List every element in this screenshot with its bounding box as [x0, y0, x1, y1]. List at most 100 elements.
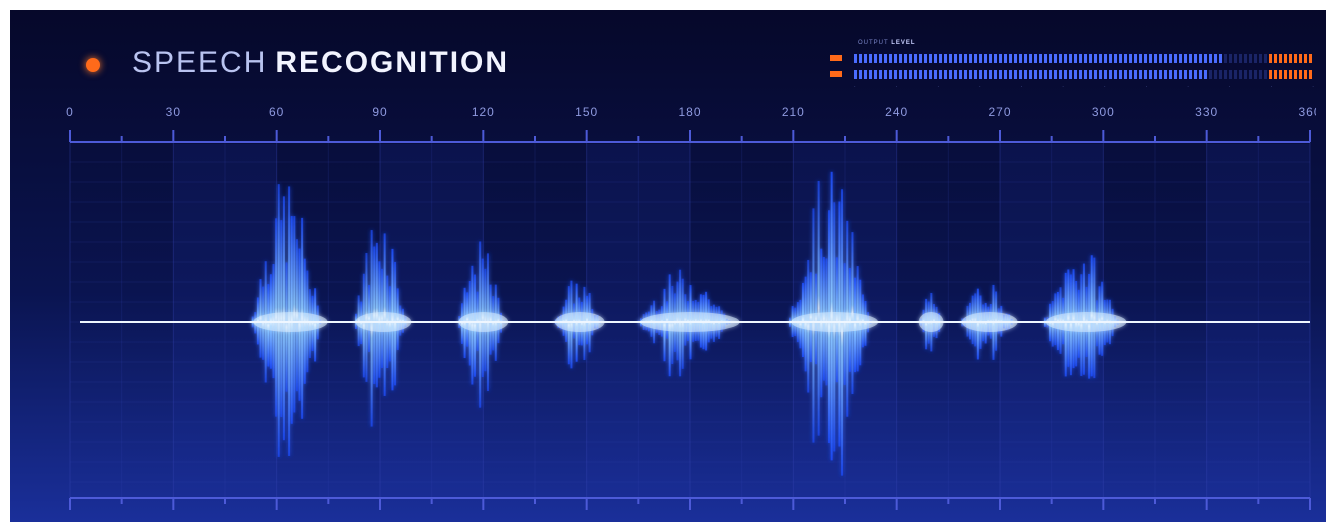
meter-segment: [1134, 54, 1137, 63]
meter-segment: [1109, 70, 1112, 79]
meter-segment: [869, 54, 872, 63]
meter-segment: [854, 70, 857, 79]
meter-segment: [1039, 54, 1042, 63]
meter-segment: [934, 54, 937, 63]
meter-segment: [1069, 70, 1072, 79]
meter-segment: [1309, 54, 1312, 63]
meter-segment: [869, 70, 872, 79]
meter-segment: [874, 70, 877, 79]
meter-segment: [969, 70, 972, 79]
meter-channel-1: [830, 54, 1312, 64]
meter-segment: [974, 70, 977, 79]
meter-segment: [1284, 70, 1287, 79]
meter-segment: [1179, 70, 1182, 79]
meter-segment: [924, 70, 927, 79]
meter-tick: ·: [1020, 84, 1023, 90]
meter-segment: [924, 54, 927, 63]
meter-segment: [1119, 70, 1122, 79]
bottom-ruler: [69, 497, 1311, 510]
meter-segment: [1269, 54, 1272, 63]
meter-tick: ·: [1062, 84, 1064, 90]
meter-segment: [1194, 54, 1197, 63]
meter-segment: [1294, 70, 1297, 79]
meter-tick: ·: [978, 84, 981, 90]
meter-segment: [1294, 54, 1297, 63]
top-scale-label: 300: [1092, 105, 1115, 119]
meter-segment: [1009, 70, 1012, 79]
meter-segment: [1024, 70, 1027, 79]
meter-segment: [949, 54, 952, 63]
meter-segment: [1144, 54, 1147, 63]
meter-segment: [934, 70, 937, 79]
meter-segment: [1044, 54, 1047, 63]
meter-segment: [974, 54, 977, 63]
meter-segment: [894, 54, 897, 63]
meter-tick: ·: [1187, 84, 1189, 90]
meter-segment: [969, 54, 972, 63]
meter-segment: [979, 54, 982, 63]
meter-segment: [1149, 70, 1152, 79]
waveform-bar: [817, 180, 820, 436]
meter-label-a: OUTPUT: [858, 40, 889, 46]
meter-segment: [999, 70, 1002, 79]
meter-segment: [1229, 54, 1232, 63]
meter-segment: [1119, 54, 1122, 63]
top-scale-label: 90: [372, 105, 387, 119]
meter-segment: [1259, 70, 1262, 79]
meter-segment: [914, 54, 917, 63]
meter-segment: [1289, 54, 1292, 63]
meter-segment: [1114, 70, 1117, 79]
meter-segment: [1104, 70, 1107, 79]
meter-segment: [1169, 54, 1172, 63]
meter-segment: [904, 70, 907, 79]
meter-segment: [1074, 70, 1077, 79]
meter-segment: [1109, 54, 1112, 63]
meter-segment: [1139, 70, 1142, 79]
top-scale-label: 30: [166, 105, 181, 119]
meter-label-b: LEVEL: [891, 40, 916, 46]
meter-segment: [1009, 54, 1012, 63]
meter-segment: [1159, 70, 1162, 79]
meter-segment: [1059, 54, 1062, 63]
meter-segment: [1249, 54, 1252, 63]
top-scale-label: 240: [885, 105, 908, 119]
waveform-bar: [841, 189, 844, 476]
meter-segment: [1129, 70, 1132, 79]
meter-segment: [984, 70, 987, 79]
meter-segment: [1049, 54, 1052, 63]
meter-segment: [939, 70, 942, 79]
meter-segment: [1144, 70, 1147, 79]
meter-segment: [1114, 54, 1117, 63]
meter-segment: [1264, 54, 1267, 63]
meter-segment: [1239, 54, 1242, 63]
meter-segment: [1019, 54, 1022, 63]
meter-segment: [1054, 70, 1057, 79]
meter-tick: ·: [937, 84, 939, 90]
meter-segment: [914, 70, 917, 79]
title-bold: RECOGNITION: [275, 46, 510, 79]
meter-segment: [1244, 70, 1247, 79]
meter-segment: [1224, 70, 1227, 79]
meter-segment: [1094, 70, 1097, 79]
meter-segment: [1214, 54, 1217, 63]
meter-segment: [1134, 70, 1137, 79]
meter-segment: [1264, 70, 1267, 79]
meter-segment: [1054, 54, 1057, 63]
meter-segment: [959, 70, 962, 79]
meter-segment: [1304, 54, 1307, 63]
meter-segment: [919, 54, 922, 63]
meter-segment: [884, 70, 887, 79]
meter-segment: [864, 54, 867, 63]
top-scale-labels: 0 30 60 90 120 150 180 210 240 270 300 330 360: [66, 105, 1316, 119]
top-ruler: [69, 130, 1311, 143]
meter-segment: [929, 54, 932, 63]
meter-tick: ·: [1270, 84, 1273, 90]
top-scale-label: 360: [1298, 105, 1316, 119]
meter-segment: [909, 54, 912, 63]
meter-segment: [1189, 54, 1192, 63]
channel-tag-icon: [830, 71, 842, 77]
status-indicator-icon: [86, 58, 100, 72]
meter-segment: [1099, 70, 1102, 79]
meter-segment: [929, 70, 932, 79]
meter-segment: [1014, 70, 1017, 79]
